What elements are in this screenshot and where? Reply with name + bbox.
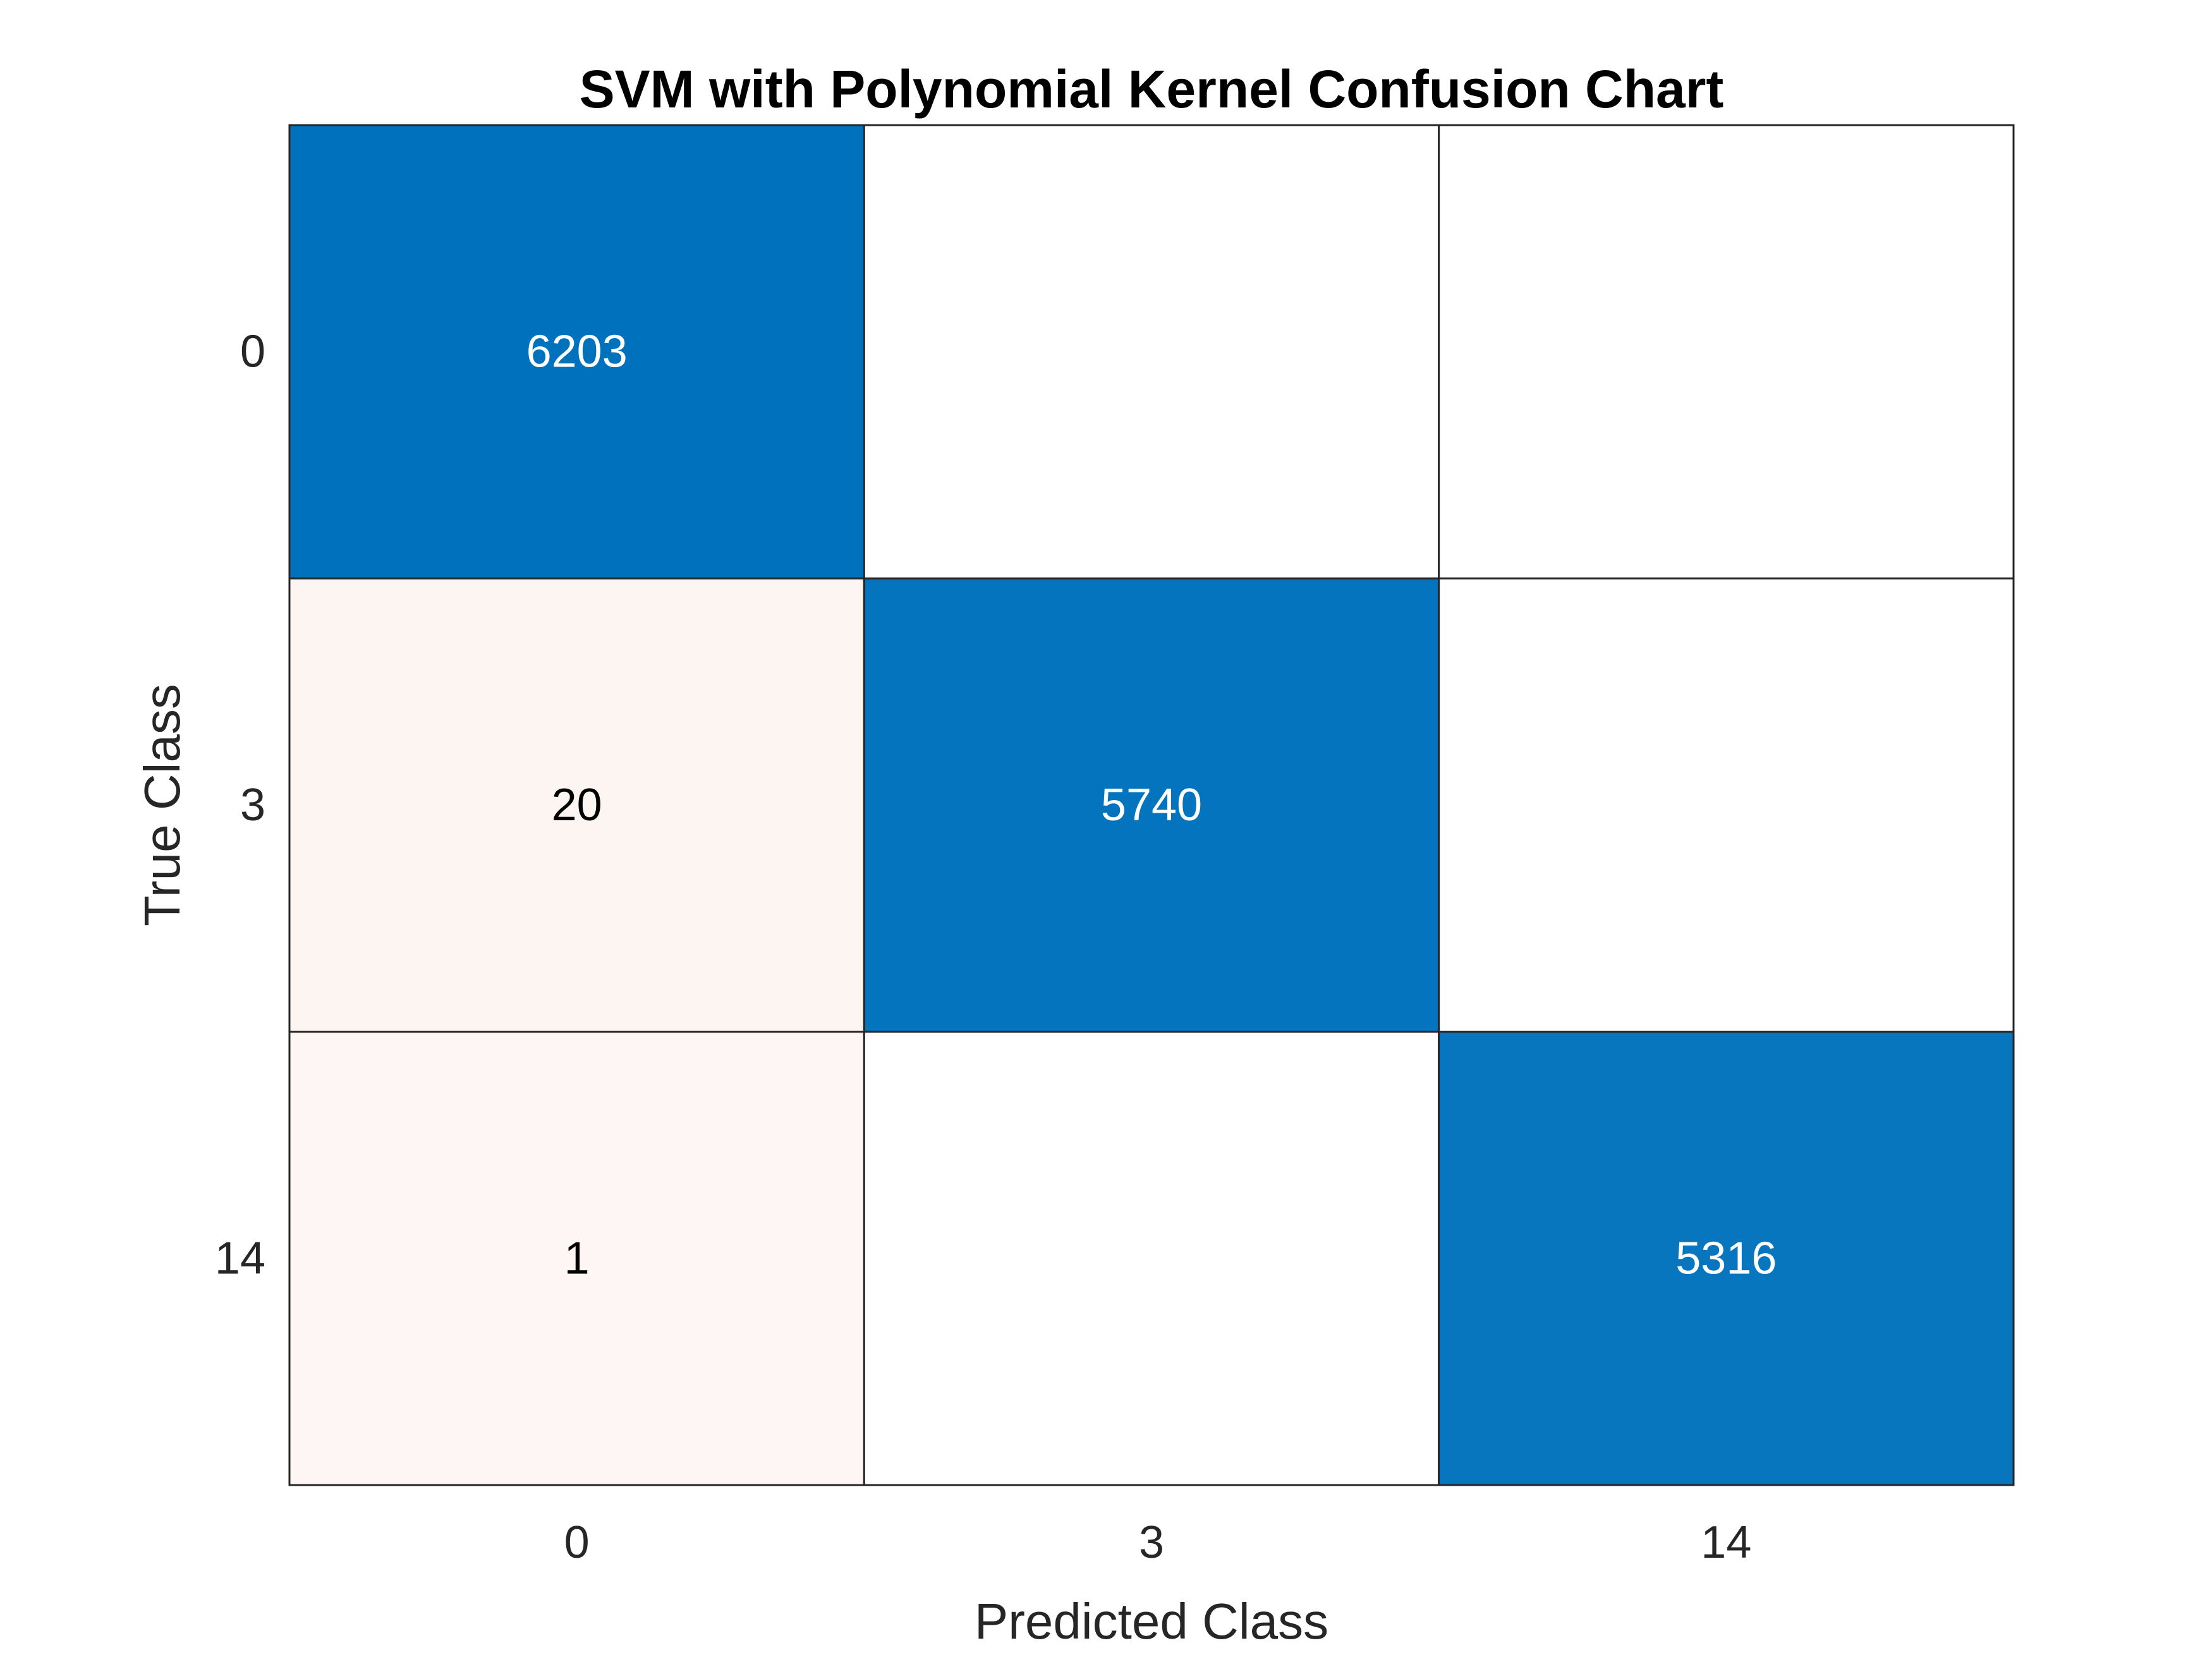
- x-tick-label-14: 14: [1701, 1517, 1751, 1568]
- cells-layer: [288, 124, 2015, 1486]
- x-tick-labels: 0 3 14: [564, 1517, 1752, 1568]
- x-tick-label-0: 0: [564, 1517, 590, 1568]
- cell-14-14: [1438, 1031, 2015, 1486]
- cell-14-3: [863, 1031, 1440, 1486]
- x-tick-label-3: 3: [1139, 1517, 1164, 1568]
- cell-label-14-14: 5316: [1675, 1233, 1777, 1283]
- cell-14-0: [288, 1031, 865, 1486]
- chart-title: SVM with Polynomial Kernel Confusion Cha…: [580, 59, 1724, 119]
- x-axis-label: Predicted Class: [975, 1593, 1328, 1649]
- cell-3-0: [288, 577, 865, 1033]
- y-axis-label: True Class: [134, 684, 190, 926]
- y-tick-label-3: 3: [240, 780, 265, 830]
- cell-labels-layer: 6203 20 5740 1 5316: [526, 327, 1777, 1284]
- cell-3-14: [1438, 577, 2015, 1033]
- y-tick-labels: 0 3 14: [215, 327, 265, 1284]
- cell-0-3: [863, 124, 1440, 579]
- cell-0-0: [288, 124, 865, 579]
- cell-label-0-0: 6203: [526, 327, 628, 377]
- cell-label-3-0: 20: [552, 780, 602, 830]
- cell-label-14-0: 1: [564, 1233, 590, 1283]
- y-tick-label-14: 14: [215, 1233, 265, 1283]
- cell-3-3: [863, 577, 1440, 1033]
- cell-0-14: [1438, 124, 2015, 579]
- cell-label-3-3: 5740: [1101, 780, 1202, 830]
- y-tick-label-0: 0: [240, 327, 265, 377]
